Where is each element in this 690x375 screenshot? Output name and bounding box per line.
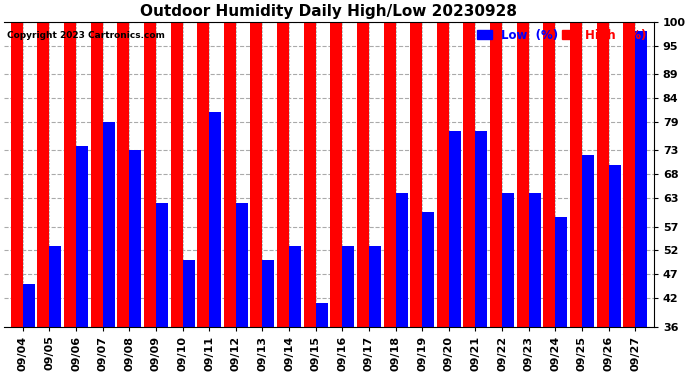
Bar [437,22,448,375]
Bar [582,155,594,375]
Bar [262,260,275,375]
Bar [304,22,315,375]
Bar [331,22,342,375]
Bar [183,260,195,375]
Bar [369,246,381,375]
Bar [357,22,369,375]
Bar [289,246,301,375]
Bar [50,246,61,375]
Bar [635,31,647,375]
Bar [197,22,209,375]
Bar [422,212,434,375]
Bar [529,193,541,375]
Bar [37,22,50,375]
Bar [490,22,502,375]
Bar [90,22,103,375]
Bar [170,22,183,375]
Bar [609,165,620,375]
Bar [543,22,555,375]
Bar [129,150,141,375]
Bar [384,22,395,375]
Bar [342,246,354,375]
Bar [555,217,567,375]
Bar [103,122,115,375]
Bar [410,22,422,375]
Bar [64,22,76,375]
Bar [224,22,236,375]
Bar [475,131,487,375]
Bar [517,22,529,375]
Bar [23,284,34,375]
Bar [117,22,129,375]
Bar [570,22,582,375]
Bar [76,146,88,375]
Bar [209,112,221,375]
Bar [236,203,248,375]
Text: Copyright 2023 Cartronics.com: Copyright 2023 Cartronics.com [8,31,166,40]
Bar [156,203,168,375]
Bar [395,193,408,375]
Bar [250,22,262,375]
Bar [623,22,635,375]
Bar [315,303,328,375]
Bar [277,22,289,375]
Bar [464,22,475,375]
Title: Outdoor Humidity Daily High/Low 20230928: Outdoor Humidity Daily High/Low 20230928 [141,4,518,19]
Bar [11,22,23,375]
Bar [502,193,514,375]
Bar [597,22,609,375]
Bar [448,131,461,375]
Bar [144,22,156,375]
Legend: Low  (%), High  (%): Low (%), High (%) [476,28,648,43]
